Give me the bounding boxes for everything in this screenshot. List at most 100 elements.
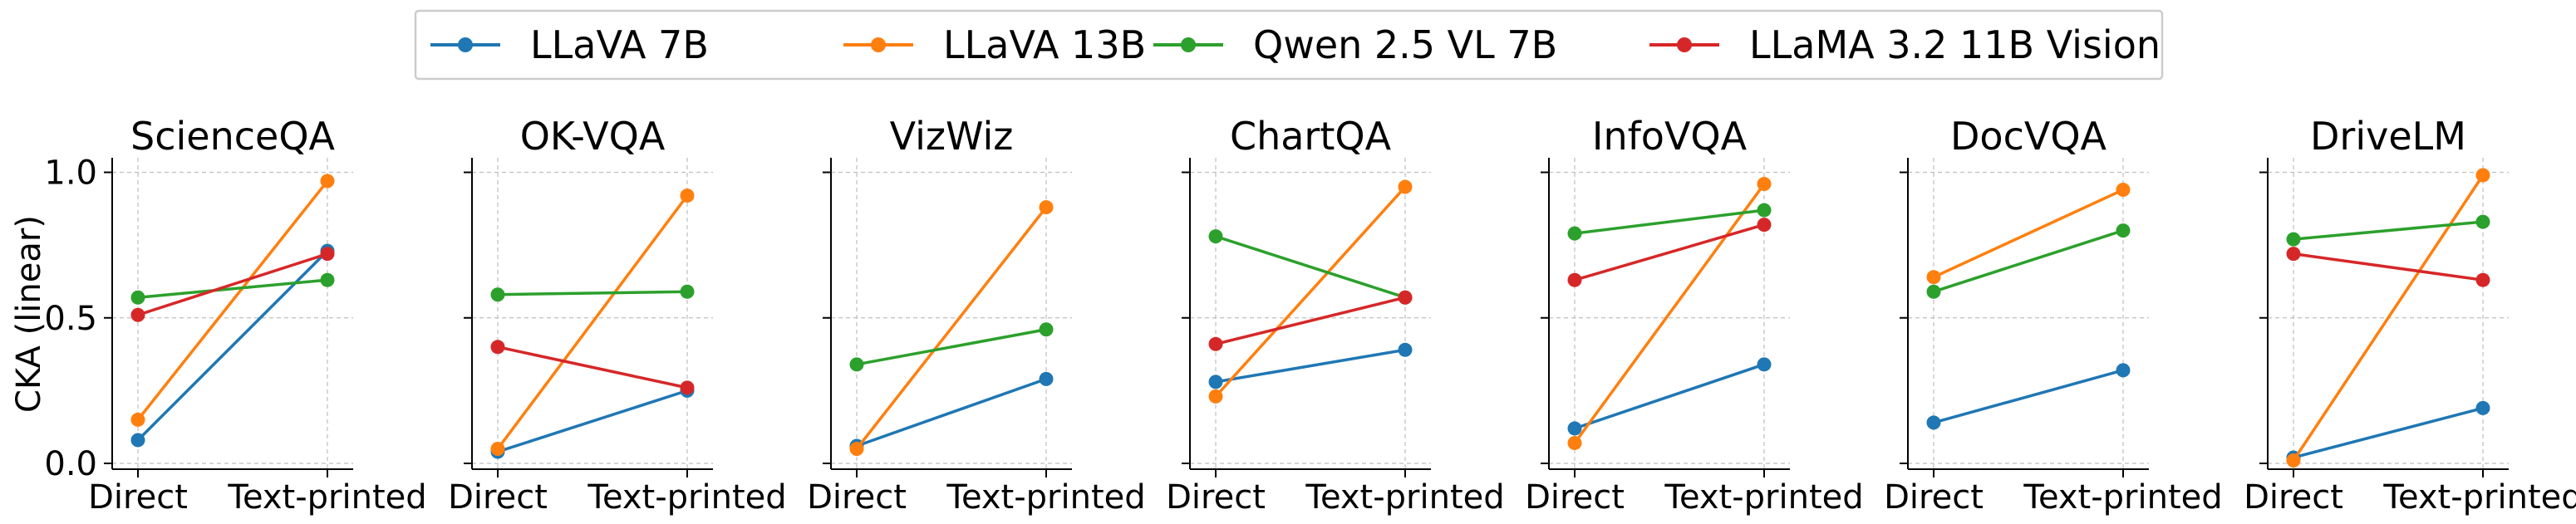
data-point xyxy=(1926,415,1941,430)
legend-marker xyxy=(458,37,473,52)
series-segment xyxy=(1574,363,1765,430)
data-point xyxy=(2116,223,2131,238)
x-tick-label: Direct xyxy=(1525,478,1625,517)
series-segment xyxy=(1215,234,1406,299)
data-point xyxy=(1757,203,1772,218)
data-point xyxy=(2286,453,2301,468)
series-segment xyxy=(497,389,688,453)
series-segment xyxy=(2292,174,2485,462)
data-point xyxy=(2116,183,2131,198)
series-line xyxy=(1926,223,2131,299)
series-segment xyxy=(497,345,688,389)
legend-frame xyxy=(414,9,2164,81)
data-point xyxy=(1208,229,1223,244)
panel: DriveLM Direct Text-printed xyxy=(2244,114,2576,517)
data-point xyxy=(2475,400,2490,415)
legend-label: LLaVA 7B xyxy=(530,22,709,67)
x-tick-label: Text-printed xyxy=(2382,478,2576,517)
series-line xyxy=(490,340,695,395)
series-segment xyxy=(1574,208,1765,235)
x-tick-label: Text-printed xyxy=(2023,478,2222,517)
panel: ScienceQA 0.0 0.5 1.0 Direct Text-printed xyxy=(44,114,426,517)
series-segment xyxy=(136,179,329,421)
panel: DocVQA Direct Text-printed xyxy=(1884,114,2223,517)
series-line xyxy=(2286,247,2490,287)
y-tick-label: 0.5 xyxy=(44,300,97,338)
series-line xyxy=(849,322,1054,372)
data-point xyxy=(1757,218,1772,233)
series-line xyxy=(849,371,1054,453)
data-point xyxy=(849,441,864,456)
data-point xyxy=(1926,270,1941,285)
data-point xyxy=(490,441,505,456)
legend-item: LLaMA 3.2 11B Vision xyxy=(1649,22,2161,67)
data-point xyxy=(1208,336,1223,351)
data-point xyxy=(2475,168,2490,183)
panel-title: InfoVQA xyxy=(1592,114,1748,159)
data-point xyxy=(680,189,695,203)
series-line xyxy=(490,284,695,302)
panel: VizWiz Direct Text-printed xyxy=(807,114,1146,517)
series-line xyxy=(490,383,695,459)
data-point xyxy=(1757,357,1772,372)
panel-title: DriveLM xyxy=(2310,114,2466,159)
series-line xyxy=(1567,203,1772,241)
series-line xyxy=(1208,290,1413,351)
legend-marker xyxy=(1677,37,1692,52)
data-point xyxy=(680,380,695,395)
series-line xyxy=(1567,218,1772,287)
data-point xyxy=(320,247,335,262)
data-point xyxy=(1567,435,1582,450)
x-tick-label: Direct xyxy=(2244,478,2343,517)
series-line xyxy=(1926,363,2131,430)
legend: LLaVA 7B LLaVA 13B Qwen 2.5 VL 7B LLaMA 3.2… xyxy=(414,9,2164,81)
series-line xyxy=(1208,342,1413,389)
series-line xyxy=(2286,400,2490,465)
panel-title: DocVQA xyxy=(1950,114,2107,159)
series-line xyxy=(1208,179,1413,404)
panel-title: ScienceQA xyxy=(130,114,336,159)
series-line xyxy=(849,200,1054,456)
series-segment xyxy=(855,206,1048,450)
data-point xyxy=(2475,272,2490,287)
x-tick-label: Direct xyxy=(1884,478,1984,517)
series-segment xyxy=(1933,369,2124,424)
data-point xyxy=(680,284,695,299)
y-axis-label: CKA (linear) xyxy=(10,215,48,413)
series-segment xyxy=(1215,296,1406,345)
x-tick-label: Text-printed xyxy=(946,478,1145,517)
series-line xyxy=(130,272,335,305)
x-tick-label: Direct xyxy=(807,478,907,517)
series-line xyxy=(490,189,695,456)
x-tick-label: Direct xyxy=(448,478,548,517)
panel: OK-VQA Direct Text-printed xyxy=(448,114,787,517)
legend-marker xyxy=(871,37,886,52)
panel-title: OK-VQA xyxy=(520,114,666,159)
data-point xyxy=(1398,290,1413,305)
series-line xyxy=(2286,168,2490,468)
legend-item: Qwen 2.5 VL 7B xyxy=(1153,22,1557,67)
series-segment xyxy=(137,278,328,299)
y-tick-label: 0.0 xyxy=(44,445,97,483)
series-segment xyxy=(1215,348,1406,384)
data-point xyxy=(1398,179,1413,194)
legend-label: LLaVA 13B xyxy=(943,22,1146,67)
series-segment xyxy=(136,249,329,442)
data-point xyxy=(320,272,335,287)
data-point xyxy=(1208,389,1223,404)
data-point xyxy=(1039,322,1054,337)
series-segment xyxy=(1573,183,1766,444)
panel-title: ChartQA xyxy=(1230,114,1392,159)
x-tick-label: Text-printed xyxy=(1305,478,1504,517)
legend-item: LLaVA 13B xyxy=(843,22,1146,67)
x-tick-label: Text-printed xyxy=(1664,478,1863,517)
data-point xyxy=(130,412,145,427)
data-point xyxy=(130,290,145,305)
panel: ChartQA Direct Text-printed xyxy=(1166,114,1505,517)
series-segment xyxy=(856,328,1047,366)
legend-marker xyxy=(1181,37,1196,52)
data-point xyxy=(490,287,505,302)
series-segment xyxy=(1933,188,2124,279)
